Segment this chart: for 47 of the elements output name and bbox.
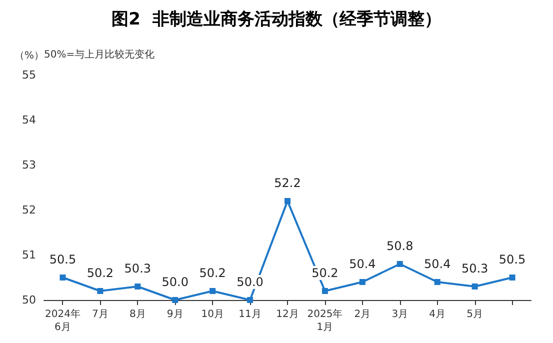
y-tick-label: 51	[22, 248, 36, 262]
point	[284, 198, 290, 204]
x-tick-label: 3月	[392, 309, 408, 320]
data-label: 50.0	[162, 275, 188, 289]
x-tick-label: 5月	[466, 309, 483, 320]
x-tick-label: 9月	[166, 309, 184, 320]
x-tick-label: 2024年 6月	[45, 308, 80, 333]
data-label: 50.4	[424, 257, 451, 271]
point	[60, 274, 66, 280]
data-label: 52.2	[274, 176, 301, 190]
data-label: 50.3	[124, 262, 152, 276]
data-label: 50.0	[236, 275, 264, 289]
point	[434, 279, 440, 285]
text: 50%=与上月比较无变化	[44, 48, 155, 60]
y-tick-label: 53	[22, 158, 36, 172]
data-label: 50.5	[49, 252, 76, 266]
point	[247, 297, 254, 303]
y-tick-label: 50	[22, 294, 36, 306]
point	[97, 288, 104, 294]
point	[322, 288, 328, 294]
data-label: 50.8	[386, 239, 414, 253]
point	[472, 284, 478, 290]
x-tick-label: 4月	[429, 309, 446, 320]
data-label: 50.2	[312, 266, 338, 280]
y-tick-label: 54	[22, 114, 36, 126]
data-label: 50.3	[461, 262, 488, 276]
data-label: 50.4	[349, 257, 376, 271]
x-tick-label: 10月	[201, 309, 224, 320]
x-tick-label: 12月	[276, 309, 299, 320]
data-label: 50.5	[498, 252, 526, 266]
x-tick-label: 7月	[92, 309, 108, 320]
point	[359, 279, 366, 285]
x-tick-label: 8月	[129, 309, 146, 320]
x-tick-label: 2月	[354, 309, 371, 320]
data-label: 50.2	[199, 266, 226, 280]
y-axis-title: （%）	[14, 50, 44, 62]
x-tick-label: 11月	[238, 309, 262, 320]
point	[210, 288, 216, 294]
y-tick-label: 55	[22, 68, 36, 82]
point	[396, 261, 403, 267]
y-tick-label: 52	[22, 204, 36, 216]
point	[134, 284, 141, 290]
point	[509, 274, 516, 280]
x-tick-label: 2025年 1月	[307, 308, 343, 333]
point	[172, 297, 178, 303]
chart-title: 图2 非制造业商务活动指数（经季节调整）	[112, 10, 442, 30]
data-label: 50.2	[86, 266, 114, 280]
